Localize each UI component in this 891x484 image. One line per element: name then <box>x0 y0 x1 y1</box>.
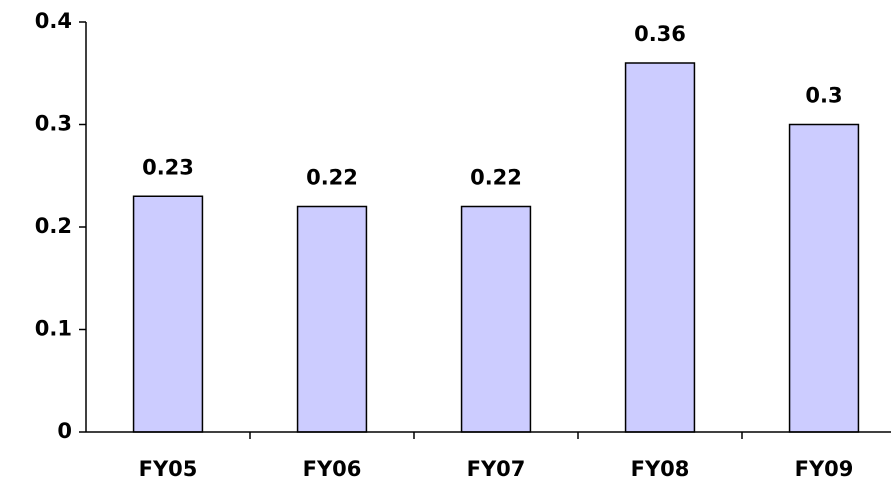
data-label: 0.3 <box>805 84 842 108</box>
y-tick-label: 0.4 <box>35 9 72 33</box>
data-label: 0.22 <box>470 166 522 190</box>
x-tick-label: FY06 <box>303 457 362 481</box>
bar <box>460 205 532 433</box>
x-tick-label: FY09 <box>795 457 854 481</box>
data-label: 0.36 <box>634 22 686 46</box>
y-tick-label: 0.3 <box>35 112 72 136</box>
x-tick-label: FY05 <box>139 457 198 481</box>
y-tick-label: 0.1 <box>35 317 72 341</box>
bar <box>624 62 696 433</box>
bar <box>788 123 860 433</box>
y-tick-label: 0.2 <box>35 214 72 238</box>
x-tick-label: FY07 <box>467 457 526 481</box>
data-label: 0.22 <box>306 166 358 190</box>
bar <box>132 195 204 433</box>
data-label: 0.23 <box>142 155 194 179</box>
x-tick-label: FY08 <box>631 457 690 481</box>
bar <box>296 205 368 433</box>
y-tick-label: 0 <box>57 419 72 443</box>
